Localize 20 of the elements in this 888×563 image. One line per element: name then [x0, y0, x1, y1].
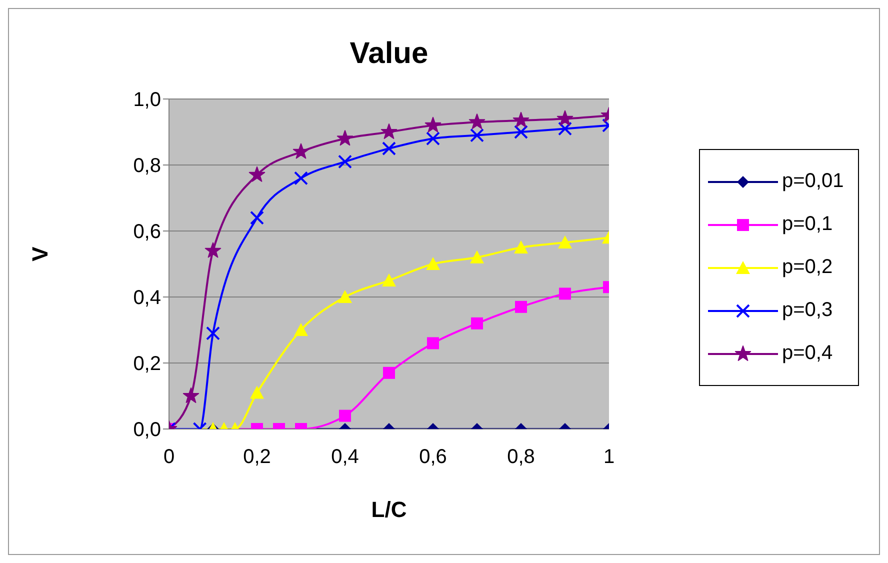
x-tick-label: 0,8 [507, 446, 535, 468]
x-tick-label: 0,6 [419, 446, 447, 468]
y-tick-label: 1,0 [133, 89, 161, 112]
x-tick-label: 0 [163, 446, 175, 468]
legend-label: p=0,3 [782, 299, 833, 322]
y-tick-label: 0,0 [133, 419, 161, 442]
legend-label: p=0,4 [782, 342, 833, 365]
x-tick-label: 0,2 [243, 446, 271, 468]
legend-label: p=0,2 [782, 256, 833, 279]
y-tick-label: 0,4 [133, 287, 161, 310]
x-tick-label: 0,4 [331, 446, 359, 468]
legend-label: p=0,1 [782, 213, 833, 236]
y-tick-label: 0,2 [133, 353, 161, 376]
legend-label: p=0,01 [782, 170, 844, 193]
y-axis-title: V [27, 246, 54, 262]
y-tick-label: 0,6 [133, 221, 161, 244]
x-tick-label: 1 [603, 446, 615, 468]
chart-title: Value [348, 37, 430, 71]
x-axis-title: L/C [370, 497, 408, 523]
y-tick-label: 0,8 [133, 155, 161, 178]
